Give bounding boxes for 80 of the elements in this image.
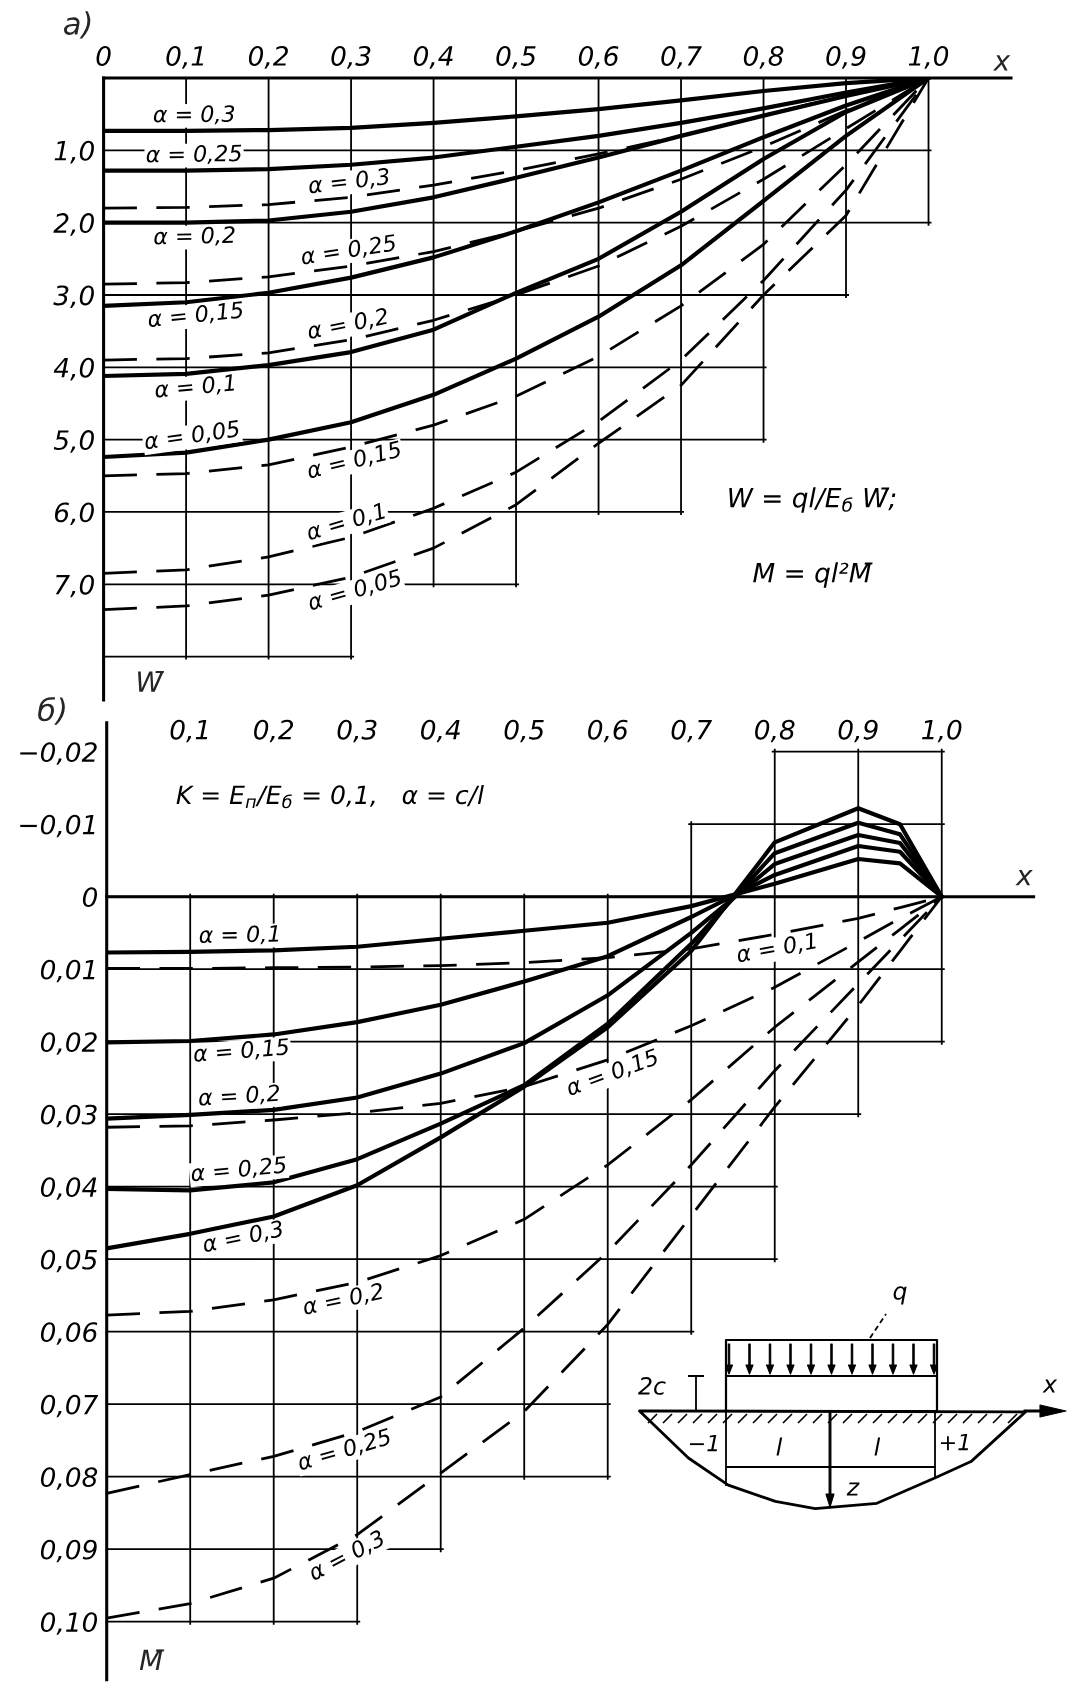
chart-title: б): [38, 697, 65, 725]
annotation: l: [874, 1437, 881, 1456]
y-tick-label: 0,08: [40, 1467, 98, 1490]
text: α = 0,2: [306, 307, 390, 342]
y-tick-label: 0,10: [40, 1612, 98, 1635]
y-tick-label: −0,01: [20, 814, 95, 838]
annotation: −1: [689, 1434, 718, 1452]
text: x: [1042, 1379, 1058, 1393]
series-label: α = 0,15: [193, 1037, 290, 1065]
x-tick-label: 0,5: [496, 45, 536, 69]
y-tick-label: 0,01: [40, 959, 95, 983]
text: α = 0,1: [305, 502, 386, 543]
text: α = 0,25: [190, 1155, 287, 1184]
annotation: 2c: [638, 1376, 666, 1395]
text: α = 0,25: [300, 233, 397, 268]
text: α = 0,15: [306, 440, 403, 481]
annotation: +1: [940, 1433, 969, 1451]
x-tick-label: 0,3: [331, 45, 371, 69]
x-tick-label: 0,5: [504, 719, 544, 743]
x-axis-title: x: [1015, 870, 1033, 886]
x-tick-label: 1,0: [908, 45, 949, 69]
annotation: W = ql/E$_{б}$ W̄;: [729, 487, 896, 513]
y-tick-label: 0: [82, 887, 98, 908]
x-tick-label: 0,1: [170, 719, 208, 743]
x-axis-title: x: [992, 55, 1011, 71]
y-tick-label: 0,02: [40, 1032, 97, 1055]
chart-title: а): [64, 11, 91, 39]
y-tick-label: 0,07: [40, 1394, 99, 1418]
y-tick-label: 2,0: [53, 213, 94, 236]
y-tick-label: 3,0: [53, 285, 94, 309]
y-tick-label: 1,0: [54, 140, 94, 164]
annotation: l: [776, 1437, 783, 1456]
text: α = 0,1: [735, 932, 817, 965]
x-tick-label: 0: [96, 45, 111, 66]
x-tick-label: 0,6: [588, 719, 628, 743]
series-label: α = 0,2: [154, 226, 235, 247]
y-tick-label: −0,02: [20, 742, 97, 765]
y-tick-label: 7,0: [55, 574, 94, 598]
x-tick-label: 0,4: [421, 719, 460, 743]
x-tick-label: 0,6: [578, 45, 619, 69]
y-tick-label: 0,04: [40, 1177, 97, 1200]
y-tick-label: 6,0: [54, 502, 94, 526]
y-axis-title: M̄: [139, 1649, 165, 1671]
y-tick-label: 4,0: [53, 357, 94, 381]
x-tick-label: 1,0: [922, 719, 962, 743]
text: α = 0,1: [154, 374, 235, 401]
text: α = 0,2: [301, 1282, 385, 1318]
x-tick-label: 0,9: [838, 719, 878, 743]
y-axis-title: W̄: [138, 671, 164, 692]
annotation: q: [893, 1286, 907, 1305]
x-tick-label: 0,4: [413, 45, 453, 69]
y-tick-label: 0,09: [40, 1539, 97, 1563]
x-tick-label: 0,7: [671, 719, 712, 743]
y-tick-label: 0,05: [40, 1249, 97, 1273]
series-label: α = 0,2: [198, 1084, 280, 1109]
x-tick-label: 0,9: [826, 45, 866, 69]
text: α = 0,25: [296, 1427, 393, 1473]
text: α = 0,05: [143, 419, 241, 452]
x-tick-label: 0,7: [661, 45, 702, 69]
y-tick-label: 0,03: [40, 1104, 97, 1128]
text: α = 0,15: [564, 1047, 661, 1099]
series-label: α = 0,3: [153, 105, 235, 125]
text: α = 0,3: [306, 1528, 387, 1584]
text: α = 0,3: [201, 1219, 285, 1255]
annotation: K = E$_{п}$/E$_{б}$ = 0,1, α = c/l: [176, 784, 484, 809]
series-label: α = 0,25: [146, 144, 242, 165]
y-tick-label: 0,06: [40, 1322, 98, 1345]
x-tick-label: 0,2: [254, 719, 294, 743]
annotation: z: [846, 1482, 860, 1496]
text: α = 0,15: [147, 301, 244, 330]
x-tick-label: 0,1: [166, 45, 204, 69]
y-tick-label: 5,0: [53, 430, 94, 453]
x-tick-label: 0,8: [755, 719, 795, 743]
annotation: M = ql²M̄: [753, 562, 873, 588]
x-tick-label: 0,2: [248, 45, 288, 69]
text: α = 0,05: [306, 568, 403, 613]
text: α = 0,3: [308, 167, 390, 196]
x-tick-label: 0,3: [337, 719, 377, 743]
series-label: α = 0,1: [199, 924, 279, 946]
x-tick-label: 0,8: [743, 45, 784, 69]
